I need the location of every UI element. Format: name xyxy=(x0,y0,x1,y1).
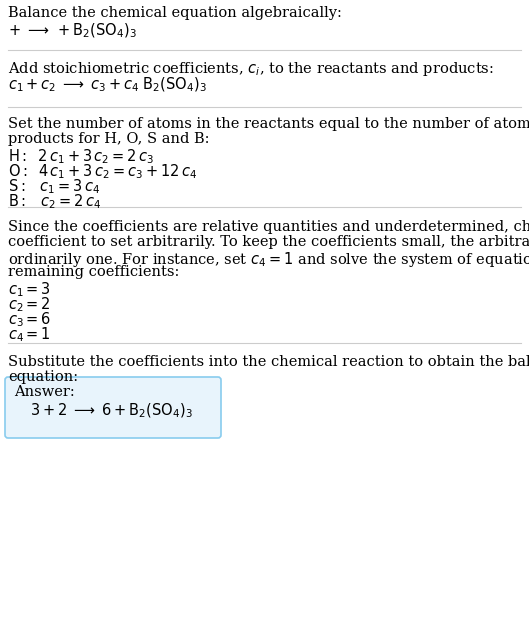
Text: $\mathrm{H:}\;\;2\,c_1 + 3\,c_2 = 2\,c_3$: $\mathrm{H:}\;\;2\,c_1 + 3\,c_2 = 2\,c_3… xyxy=(8,147,154,166)
FancyBboxPatch shape xyxy=(5,377,221,438)
Text: Add stoichiometric coefficients, $c_i$, to the reactants and products:: Add stoichiometric coefficients, $c_i$, … xyxy=(8,60,494,78)
Text: $+\;\longrightarrow\;+\mathrm{B_2(SO_4)_3}$: $+\;\longrightarrow\;+\mathrm{B_2(SO_4)_… xyxy=(8,22,137,40)
Text: $\mathrm{B:}\;\;\;c_2 = 2\,c_4$: $\mathrm{B:}\;\;\;c_2 = 2\,c_4$ xyxy=(8,192,101,211)
Text: ordinarily one. For instance, set $c_4 = 1$ and solve the system of equations fo: ordinarily one. For instance, set $c_4 =… xyxy=(8,250,529,269)
Text: Set the number of atoms in the reactants equal to the number of atoms in the: Set the number of atoms in the reactants… xyxy=(8,117,529,131)
Text: Answer:: Answer: xyxy=(14,385,75,399)
Text: Since the coefficients are relative quantities and underdetermined, choose a: Since the coefficients are relative quan… xyxy=(8,220,529,234)
Text: $3 + 2\;\longrightarrow\; 6 + \mathrm{B_2(SO_4)_3}$: $3 + 2\;\longrightarrow\; 6 + \mathrm{B_… xyxy=(30,402,193,420)
Text: Substitute the coefficients into the chemical reaction to obtain the balanced: Substitute the coefficients into the che… xyxy=(8,355,529,369)
Text: $c_1 + c_2\;\longrightarrow\; c_3 + c_4\;\mathrm{B_2(SO_4)_3}$: $c_1 + c_2\;\longrightarrow\; c_3 + c_4\… xyxy=(8,76,207,95)
Text: $c_3 = 6$: $c_3 = 6$ xyxy=(8,310,51,329)
Text: remaining coefficients:: remaining coefficients: xyxy=(8,265,179,279)
Text: products for H, O, S and B:: products for H, O, S and B: xyxy=(8,132,209,146)
Text: equation:: equation: xyxy=(8,370,78,384)
Text: $\mathrm{O:}\;\;4\,c_1 + 3\,c_2 = c_3 + 12\,c_4$: $\mathrm{O:}\;\;4\,c_1 + 3\,c_2 = c_3 + … xyxy=(8,162,197,181)
Text: Balance the chemical equation algebraically:: Balance the chemical equation algebraica… xyxy=(8,6,342,20)
Text: $c_1 = 3$: $c_1 = 3$ xyxy=(8,280,51,298)
Text: $\mathrm{S:}\;\;\;c_1 = 3\,c_4$: $\mathrm{S:}\;\;\;c_1 = 3\,c_4$ xyxy=(8,177,101,196)
Text: coefficient to set arbitrarily. To keep the coefficients small, the arbitrary va: coefficient to set arbitrarily. To keep … xyxy=(8,235,529,249)
Text: $c_4 = 1$: $c_4 = 1$ xyxy=(8,325,51,344)
Text: $c_2 = 2$: $c_2 = 2$ xyxy=(8,295,51,314)
